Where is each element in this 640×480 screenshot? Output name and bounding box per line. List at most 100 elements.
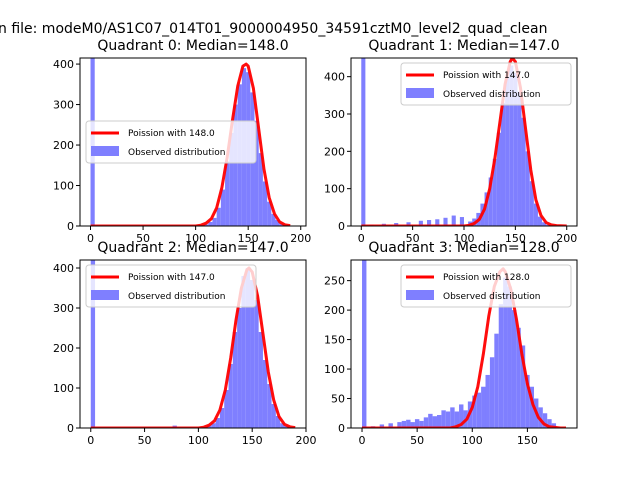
histogram-bar — [254, 300, 259, 428]
histogram-bar — [537, 216, 543, 226]
histogram-bar — [476, 392, 482, 428]
histogram-bar — [211, 423, 216, 428]
histogram-bar — [451, 215, 456, 226]
legend: Poission with 128.0 Observed distribution — [400, 264, 572, 308]
histogram-bar — [546, 224, 551, 226]
y-tick-label: 200 — [53, 139, 74, 152]
histogram-bar — [516, 327, 521, 428]
histogram-bar — [410, 422, 415, 428]
legend: Poission with 148.0 Observed distribution — [85, 120, 257, 164]
histogram-bar — [500, 102, 506, 226]
histogram-bar — [397, 422, 402, 428]
histogram-bar — [428, 413, 433, 428]
histogram-bar — [406, 419, 411, 428]
histogram-bar — [485, 374, 490, 428]
x-tick-label: 150 — [517, 434, 538, 447]
y-tick-label: 100 — [53, 180, 74, 193]
histogram-bar — [513, 72, 518, 226]
plot-area — [90, 260, 296, 428]
histogram-bar — [258, 153, 263, 226]
histogram-bar — [220, 189, 226, 226]
histogram-bar — [533, 203, 538, 226]
legend-hist-swatch — [91, 146, 119, 156]
histogram-bar — [525, 151, 530, 226]
histogram-bar — [481, 386, 486, 428]
figure-suptitle: n file: modeM0/AS1C07_014T01_9000004950_… — [0, 21, 547, 37]
histogram-bar — [224, 390, 229, 428]
legend-label-observed: Observed distribution — [128, 148, 225, 158]
legend-label-observed: Observed distribution — [443, 90, 540, 100]
x-tick-label: 200 — [296, 434, 317, 447]
histogram-bar — [361, 58, 366, 226]
x-tick-label: 0 — [87, 434, 94, 447]
histogram-bar — [459, 217, 464, 226]
histogram-bar — [529, 386, 535, 428]
histogram-bar — [538, 407, 543, 428]
y-tick-label: 200 — [324, 145, 345, 158]
subplot-2: 0 50 100 150 200 0 100 200 300 400 Quadrant 2: Med… — [53, 240, 317, 447]
legend-frame — [85, 264, 257, 308]
histogram-bar — [472, 395, 477, 428]
poisson-line — [90, 266, 296, 428]
legend-hist-swatch — [406, 290, 434, 300]
histogram-bar — [517, 91, 522, 226]
y-tick-label: 400 — [53, 262, 74, 275]
legend-label-poisson: Poission with 148.0 — [128, 129, 215, 139]
histogram-bar — [406, 222, 411, 226]
histogram-bar — [414, 419, 420, 428]
histogram-bar — [423, 417, 429, 428]
y-tick-label: 400 — [324, 71, 345, 84]
axes-frame — [79, 259, 307, 429]
y-tick-label: 200 — [324, 304, 345, 317]
subplot-0: 0 50 100 150 200 0 100 200 300 400 Quadrant 0: Med… — [53, 38, 311, 245]
x-tick-label: 0 — [87, 232, 94, 245]
histogram-bar — [262, 360, 268, 428]
y-tick-label: 300 — [53, 99, 74, 112]
histogram-bar — [271, 404, 276, 428]
histogram-bar — [245, 268, 251, 428]
histogram-bar — [529, 181, 534, 226]
y-tick-label: 0 — [338, 422, 345, 435]
x-tick-label: 0 — [358, 232, 365, 245]
axes-frame — [79, 57, 307, 227]
histogram-bar — [525, 374, 530, 428]
legend-label-observed: Observed distribution — [443, 292, 540, 302]
legend: Poission with 147.0 Observed distribution — [85, 264, 257, 308]
x-tick-label: 150 — [505, 232, 526, 245]
y-tick-label: 200 — [53, 342, 74, 355]
y-tick-label: 300 — [324, 108, 345, 121]
histogram-bar — [258, 332, 263, 428]
legend-label-poisson: Poission with 128.0 — [443, 273, 530, 283]
y-tick-label: 400 — [53, 58, 74, 71]
y-tick-label: 100 — [324, 183, 345, 196]
histogram-bar — [432, 416, 437, 428]
legend-frame — [400, 264, 572, 308]
histogram-bar — [401, 420, 407, 428]
histogram-bar — [212, 217, 217, 226]
y-tick-label: 0 — [338, 220, 345, 233]
histogram-bar — [435, 219, 440, 226]
histogram-bar — [254, 120, 259, 226]
histogram-bar — [542, 222, 547, 226]
histogram-bar — [271, 213, 276, 226]
x-tick-label: 200 — [290, 232, 311, 245]
histogram-bar — [250, 280, 255, 428]
histogram-bar — [228, 364, 233, 428]
subplot-title: Quadrant 3: Median=128.0 — [368, 240, 559, 256]
legend: Poission with 147.0 Observed distribution — [400, 62, 572, 106]
histogram-bar — [498, 304, 504, 428]
x-tick-label: 100 — [454, 232, 475, 245]
x-tick-label: 200 — [556, 232, 577, 245]
histogram-bar — [206, 425, 212, 428]
histogram-bar — [275, 219, 280, 226]
histogram-bar — [267, 384, 272, 428]
histogram-bar — [488, 177, 493, 226]
histogram-bar — [284, 426, 289, 428]
histogram-bar — [443, 217, 448, 226]
histogram-bar — [241, 276, 246, 428]
histogram-bar — [505, 76, 510, 226]
histogram-bar — [427, 220, 432, 226]
legend-hist-swatch — [406, 88, 434, 98]
x-tick-label: 100 — [188, 434, 209, 447]
y-tick-label: 150 — [324, 334, 345, 347]
